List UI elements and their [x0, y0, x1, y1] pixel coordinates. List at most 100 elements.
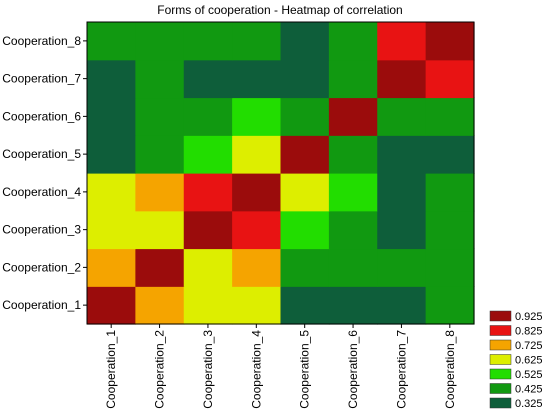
x-axis-label: Cooperation_3 [201, 330, 215, 409]
heatmap-cell [377, 286, 427, 325]
legend-label: 0.525 [515, 369, 543, 381]
heatmap-cell [87, 173, 136, 212]
heatmap-cell [183, 22, 233, 61]
heatmap-cell [135, 210, 185, 250]
heatmap-cell [425, 135, 475, 174]
heatmap-cell [87, 22, 136, 61]
chart-title: Forms of cooperation - Heatmap of correl… [157, 3, 402, 17]
heatmap-cell [377, 59, 427, 99]
heatmap-cell [183, 210, 233, 250]
legend-swatch [489, 310, 512, 322]
heatmap-cell [377, 173, 427, 212]
heatmap-cell [135, 59, 185, 99]
heatmap-cell [425, 97, 475, 136]
heatmap-cell [135, 135, 185, 174]
heatmap-cell [232, 210, 282, 250]
heatmap-cell [377, 210, 427, 250]
x-axis-label: Cooperation_1 [104, 330, 118, 409]
x-axis-label: Cooperation_5 [298, 330, 312, 409]
heatmap-cell [232, 248, 282, 287]
heatmap-cell [328, 22, 378, 61]
heatmap-cell [280, 173, 330, 212]
heatmap-cell [87, 97, 136, 136]
legend-swatch [489, 383, 512, 394]
y-axis-label: Cooperation_4 [2, 185, 81, 199]
legend-swatch [489, 354, 512, 365]
heatmap-cell [232, 173, 282, 212]
heatmap-cell [183, 173, 233, 212]
heatmap-cell [183, 248, 233, 287]
heatmap-cell [328, 173, 378, 212]
heatmap-cell [377, 97, 427, 136]
legend-swatch [489, 325, 512, 336]
heatmap-cell [183, 135, 233, 174]
heatmap-cell [87, 210, 136, 250]
x-axis-label: Cooperation_4 [249, 330, 263, 409]
y-axis-label: Cooperation_3 [2, 223, 81, 237]
heatmap-cell [280, 248, 330, 287]
heatmap-cell [87, 248, 136, 287]
heatmap-cell [328, 210, 378, 250]
legend-label: 0.425 [515, 384, 543, 396]
legend-label: 0.925 [515, 311, 543, 323]
heatmap-cell [328, 135, 378, 174]
heatmap-cell [87, 59, 136, 99]
heatmap-cell [328, 97, 378, 136]
x-axis-labels: Cooperation_1 Cooperation_2 Cooperation_3 C… [104, 324, 457, 409]
x-axis-label: Cooperation_2 [153, 330, 167, 409]
heatmap-cell [377, 248, 427, 287]
legend-label: 0.325 [515, 398, 543, 410]
heatmap-cell [425, 173, 475, 212]
plot-frame [86, 21, 475, 325]
legend-swatch [489, 368, 512, 380]
color-legend: 0.925 0.825 0.725 0.625 0.525 0.425 0.325 [489, 310, 543, 410]
y-axis-label: Cooperation_7 [2, 72, 81, 86]
x-axis-label: Cooperation_7 [394, 330, 408, 409]
heatmap-cell [135, 97, 185, 136]
legend-label: 0.725 [515, 340, 543, 352]
heatmap-cell [232, 59, 282, 99]
heatmap-cell [425, 59, 475, 99]
heatmap-cell [280, 97, 330, 136]
y-axis-label: Cooperation_2 [2, 260, 81, 274]
heatmap-cell [135, 248, 185, 287]
heatmap-cell [328, 286, 378, 325]
heatmap-cell [280, 59, 330, 99]
heatmap-cell [280, 210, 330, 250]
heatmap-cell [87, 135, 136, 174]
heatmap-cell [135, 286, 185, 325]
heatmap-cell [425, 210, 475, 250]
y-axis-label: Cooperation_5 [2, 147, 81, 161]
y-axis-labels: Cooperation_1 Cooperation_2 Cooperation_3 C… [2, 34, 87, 312]
heatmap-cell [135, 173, 185, 212]
legend-swatch [489, 339, 512, 351]
heatmap-cell [425, 22, 475, 61]
legend-label: 0.625 [515, 355, 543, 367]
heatmap-cell [328, 59, 378, 99]
heatmap-cell [183, 286, 233, 325]
legend-swatch [489, 397, 512, 409]
legend-label: 0.825 [515, 326, 543, 338]
heatmap-cell [280, 22, 330, 61]
y-axis-label: Cooperation_6 [2, 109, 81, 123]
heatmap-cell [135, 22, 185, 61]
heatmap-cell [425, 286, 475, 325]
x-axis-label: Cooperation_8 [443, 330, 457, 409]
heatmap-cell [183, 97, 233, 136]
heatmap-cell [232, 286, 282, 325]
heatmap-cell [328, 248, 378, 287]
heatmap-cell [232, 135, 282, 174]
heatmap-cell [183, 59, 233, 99]
heatmap-cell [280, 135, 330, 174]
heatmap-cell [232, 22, 282, 61]
heatmap-cell [87, 286, 136, 325]
y-axis-label: Cooperation_8 [2, 34, 81, 48]
heatmap-cells [87, 22, 475, 325]
y-axis-label: Cooperation_1 [2, 298, 81, 312]
heatmap-cell [377, 135, 427, 174]
heatmap-cell [425, 248, 475, 287]
heatmap-cell [280, 286, 330, 325]
x-axis-label: Cooperation_6 [346, 330, 360, 409]
